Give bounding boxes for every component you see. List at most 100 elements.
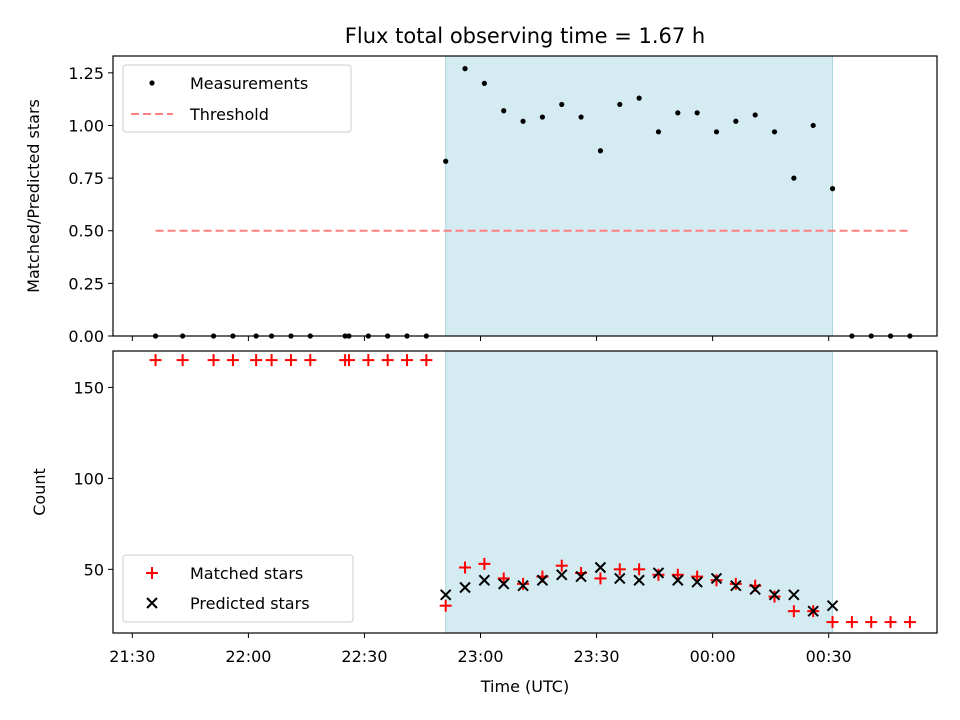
predicted-stars-points (439, 561, 839, 617)
matched-star-point (304, 354, 317, 367)
matched-star-point (613, 563, 626, 576)
matched-star-point (381, 354, 394, 367)
top-y-ticks: 0.00 0.25 0.50 0.75 1.00 1.25 (68, 64, 113, 346)
bottom-plot-frame (112, 350, 938, 634)
top-legend-box (122, 64, 352, 133)
bottom-x-tick-label: 23:30 (574, 647, 620, 666)
measurement-point (694, 110, 700, 116)
top-y-axis-label: Matched/Predicted stars (24, 99, 43, 293)
measurement-point (578, 114, 584, 120)
matched-star-point (226, 354, 239, 367)
bottom-x-tick-label: 00:30 (806, 647, 852, 666)
predicted-star-point (478, 574, 491, 586)
predicted-star-point (652, 567, 665, 579)
bottom-x-tick-label: 21:30 (109, 647, 155, 666)
legend-marker-predicted-stars (146, 597, 158, 609)
bottom-x-tick-label: 22:00 (225, 647, 271, 666)
matched-star-point (362, 354, 375, 367)
top-panel: 0.00 0.25 0.50 0.75 1.00 1.25 Flux total obse… (24, 24, 938, 346)
matched-star-point (265, 354, 278, 367)
matched-star-point (691, 570, 704, 583)
bottom-x-ticks: 21:30 22:00 22:30 23:00 23:30 00:00 00:30 (109, 633, 852, 666)
matched-star-point (284, 354, 297, 367)
matched-star-point (729, 577, 742, 590)
top-legend: Measurements Threshold (122, 64, 352, 133)
matched-star-point (671, 568, 684, 581)
measurement-point (675, 110, 681, 116)
legend-label-threshold: Threshold (189, 105, 269, 124)
legend-marker-matched-stars (146, 567, 158, 579)
predicted-star-point (691, 576, 703, 588)
x-axis-label: Time (UTC) (480, 677, 569, 696)
measurement-point (713, 129, 720, 135)
top-plot-frame (112, 55, 938, 337)
matched-star-point (555, 559, 568, 572)
top-observing-interval-shade (445, 55, 834, 337)
matched-star-point (865, 616, 878, 629)
predicted-star-point (614, 572, 626, 585)
top-y-tick-label: 0.50 (68, 222, 104, 241)
matched-star-point (207, 354, 220, 367)
predicted-star-point (594, 561, 607, 574)
matched-star-point (787, 605, 800, 618)
legend-marker-measurements (149, 80, 155, 86)
measurement-point (636, 95, 642, 101)
bottom-y-tick-label: 50 (84, 560, 104, 579)
measurement-point (559, 101, 565, 108)
matched-star-point (478, 557, 491, 570)
chart-title: Flux total observing time = 1.67 h (345, 24, 705, 48)
matched-star-point (633, 563, 646, 576)
bottom-x-tick-label: 23:00 (457, 647, 503, 666)
measurement-point (481, 80, 487, 86)
predicted-star-point (633, 574, 645, 586)
top-y-tick-label: 0.00 (68, 327, 104, 346)
measurement-point (597, 148, 604, 154)
matched-star-point (768, 590, 781, 603)
predicted-star-point (768, 589, 781, 601)
top-y-tick-label: 1.00 (68, 116, 104, 135)
top-y-tick-label: 0.75 (68, 169, 104, 188)
predicted-star-point (575, 570, 587, 583)
matched-star-point (149, 354, 162, 367)
matched-star-point (903, 616, 916, 629)
measurement-point (752, 112, 758, 118)
top-x-ticks (131, 336, 830, 341)
measurement-point (443, 158, 449, 164)
predicted-star-point (807, 605, 819, 617)
predicted-star-point (710, 572, 723, 585)
bottom-x-tick-label: 22:30 (341, 647, 387, 666)
predicted-star-point (730, 579, 742, 592)
matched-star-point (710, 574, 723, 587)
bottom-panel: 50 100 150 21:30 22:00 22:30 23:00 23:30 00:00 0… (30, 350, 938, 696)
measurement-point (810, 122, 816, 129)
legend-label-measurements: Measurements (190, 74, 308, 93)
measurement-point (501, 108, 507, 114)
predicted-star-point (439, 589, 452, 601)
matched-star-point (176, 354, 189, 367)
measurement-point (462, 66, 468, 72)
bottom-y-tick-label: 150 (73, 378, 104, 397)
bottom-y-axis-label: Count (30, 468, 49, 516)
matched-star-point (401, 354, 414, 367)
matched-star-point (517, 577, 530, 590)
measurement-point (617, 101, 623, 108)
matched-star-point (342, 354, 355, 367)
predicted-star-point (536, 574, 549, 586)
matched-star-point (420, 354, 433, 367)
bottom-x-tick-label: 00:00 (690, 647, 736, 666)
matched-star-point (459, 561, 472, 574)
predicted-star-point (749, 583, 761, 596)
predicted-star-point (672, 574, 684, 586)
matched-star-point (497, 572, 510, 585)
predicted-star-point (826, 600, 839, 612)
matched-star-point (439, 599, 452, 612)
bottom-legend: Matched stars Predicted stars (122, 554, 354, 623)
bottom-observing-interval-shade (445, 350, 834, 634)
bottom-legend-box (122, 554, 354, 623)
predicted-star-point (498, 578, 510, 590)
matched-star-point (884, 616, 897, 629)
matched-star-point (826, 616, 839, 629)
measurement-point (829, 186, 836, 192)
matched-star-point (652, 568, 665, 581)
